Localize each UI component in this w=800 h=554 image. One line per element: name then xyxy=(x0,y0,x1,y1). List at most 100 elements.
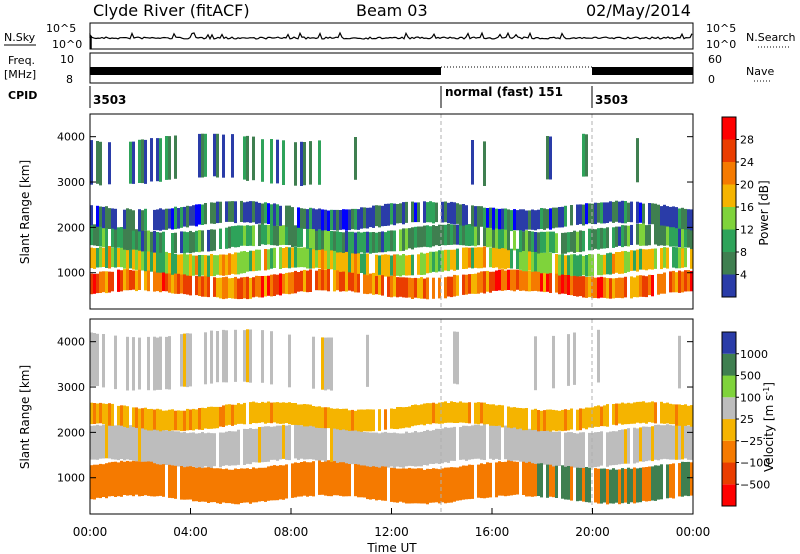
power-panel-frame xyxy=(89,113,694,310)
heatmap-cell xyxy=(198,276,201,296)
heatmap-cell xyxy=(324,337,327,391)
heatmap-cell xyxy=(618,226,621,246)
heatmap-cell xyxy=(462,274,465,295)
heatmap-cell xyxy=(495,208,498,229)
heatmap-cell xyxy=(690,425,693,460)
heatmap-cell xyxy=(636,249,639,272)
heatmap-cell xyxy=(489,404,492,426)
heatmap-cell xyxy=(378,205,381,228)
heatmap-cell xyxy=(501,227,504,249)
heatmap-cell xyxy=(417,226,420,248)
heatmap-cell xyxy=(480,425,483,460)
heatmap-cell xyxy=(465,465,468,500)
heatmap-cell xyxy=(540,231,543,253)
velocity-colorbar-tick-label: 500 xyxy=(740,370,761,383)
heatmap-cell xyxy=(639,467,642,503)
heatmap-cell xyxy=(258,249,261,271)
heatmap-cell xyxy=(333,231,336,251)
heatmap-cell xyxy=(591,228,594,250)
heatmap-cell xyxy=(219,277,222,299)
heatmap-cell xyxy=(99,425,102,459)
heatmap-cell xyxy=(423,469,426,504)
heatmap-cell xyxy=(228,278,231,298)
heatmap-cell xyxy=(297,404,300,426)
heatmap-cell xyxy=(333,209,336,231)
heatmap-cell xyxy=(243,402,246,425)
heatmap-cell xyxy=(213,433,216,467)
heatmap-cell xyxy=(630,224,633,245)
heatmap-cell xyxy=(597,277,600,299)
heatmap-cell xyxy=(309,141,312,185)
heatmap-cell xyxy=(624,251,627,273)
heatmap-cell xyxy=(243,136,246,180)
y-tick-label: 2000 xyxy=(57,426,85,439)
heatmap-cell xyxy=(483,141,486,186)
heatmap-cell xyxy=(147,230,150,252)
nsky-line xyxy=(89,31,693,41)
heatmap-cell xyxy=(390,432,393,467)
heatmap-cell xyxy=(243,277,246,299)
heatmap-cell xyxy=(384,203,387,226)
heatmap-cell xyxy=(552,431,555,467)
heatmap-cell xyxy=(378,274,381,295)
x-tick-label: 20:00 xyxy=(575,525,610,539)
heatmap-cell xyxy=(666,424,669,460)
heatmap-cell xyxy=(90,140,93,185)
heatmap-cell xyxy=(462,465,465,500)
heatmap-cell xyxy=(507,426,510,461)
heatmap-cell xyxy=(312,461,315,497)
heatmap-cell xyxy=(246,429,249,464)
heatmap-cell xyxy=(528,231,531,252)
heatmap-cell xyxy=(414,226,417,248)
heatmap-cell xyxy=(561,232,564,254)
heatmap-cell xyxy=(588,276,591,298)
heatmap-cell xyxy=(228,404,231,425)
heatmap-cell xyxy=(258,276,261,298)
heatmap-cell xyxy=(357,231,360,254)
heatmap-cell xyxy=(636,401,639,423)
heatmap-cell xyxy=(327,268,330,292)
heatmap-cell xyxy=(576,275,579,297)
heatmap-cell xyxy=(213,406,216,429)
heatmap-cell xyxy=(621,429,624,464)
heatmap-cell xyxy=(180,410,183,432)
heatmap-cell xyxy=(606,227,609,249)
heatmap-cell xyxy=(354,462,357,497)
heatmap-cell xyxy=(408,277,411,298)
power-colorbar-tick-label: 4 xyxy=(740,269,747,282)
heatmap-cell xyxy=(675,404,678,426)
heatmap-cell xyxy=(192,432,195,467)
heatmap-cell xyxy=(393,408,396,429)
heatmap-cell xyxy=(510,248,513,269)
heatmap-cell xyxy=(681,226,684,249)
heatmap-cell xyxy=(573,433,576,468)
heatmap-cell xyxy=(285,272,288,294)
heatmap-cell xyxy=(207,432,210,468)
heatmap-cell xyxy=(234,468,237,505)
heatmap-cell xyxy=(552,464,555,498)
heatmap-cell xyxy=(252,250,255,272)
heatmap-cell xyxy=(396,433,399,467)
heatmap-cell xyxy=(675,425,678,460)
heatmap-cell xyxy=(270,274,273,297)
heatmap-cell xyxy=(342,209,345,230)
heatmap-cell xyxy=(201,467,204,502)
heatmap-cell xyxy=(129,461,132,496)
heatmap-cell xyxy=(402,468,405,503)
heatmap-cell xyxy=(531,462,534,497)
heatmap-cell xyxy=(150,231,153,253)
heatmap-cell xyxy=(156,250,159,273)
heatmap-cell xyxy=(504,247,507,270)
heatmap-cell xyxy=(498,425,501,460)
heatmap-cell xyxy=(552,231,555,254)
power-colorbar-swatch xyxy=(722,252,736,275)
heatmap-cell xyxy=(468,464,471,500)
heatmap-cell xyxy=(444,401,447,423)
heatmap-cell xyxy=(105,271,108,294)
heatmap-cell xyxy=(363,231,366,254)
heatmap-cell xyxy=(297,272,300,292)
heatmap-cell xyxy=(180,334,183,387)
heatmap-cell xyxy=(309,207,312,229)
heatmap-cell xyxy=(594,432,597,468)
heatmap-cell xyxy=(219,201,222,223)
